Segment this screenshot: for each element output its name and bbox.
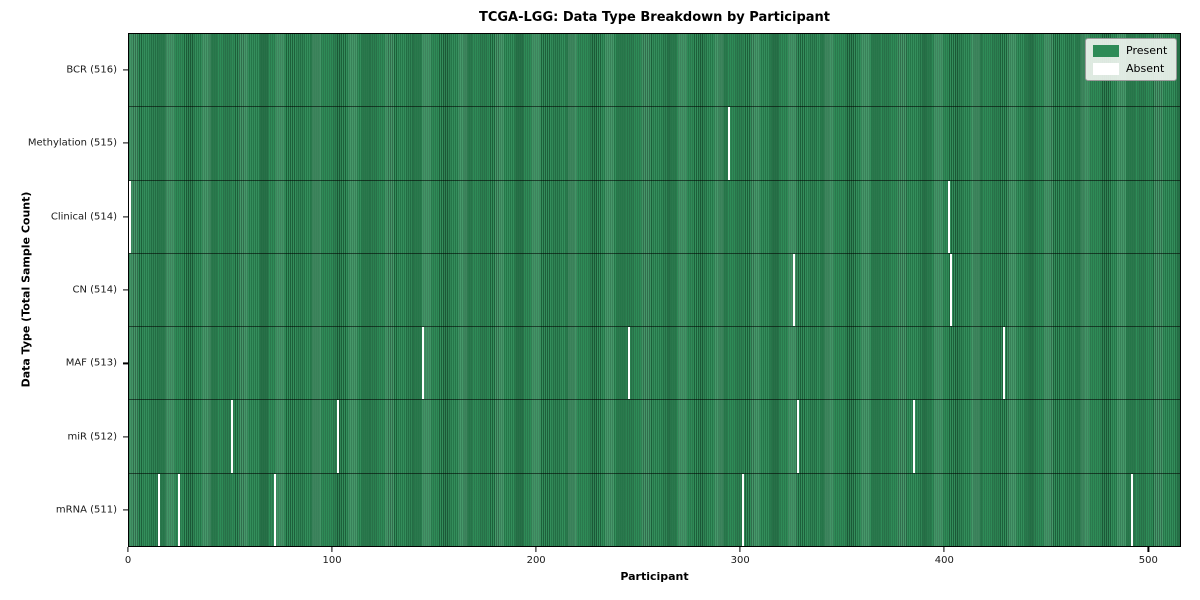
absent-gap — [273, 473, 276, 546]
x-tick-mark — [127, 547, 129, 552]
absent-gap — [947, 180, 950, 253]
x-tick-label-200: 200 — [526, 555, 546, 566]
x-tick-label-0: 0 — [124, 555, 132, 566]
x-tick-label-300: 300 — [730, 555, 750, 566]
legend-label-absent: Absent — [1126, 62, 1165, 75]
x-tick-mark — [1147, 547, 1149, 552]
y-tick-label-CN: CN (514) — [72, 284, 117, 296]
legend-label-present: Present — [1126, 44, 1168, 57]
x-tick-mark — [943, 547, 945, 552]
absent-swatch-icon — [1093, 62, 1119, 75]
x-tick-label-500: 500 — [1138, 555, 1158, 566]
x-tick-mark — [331, 547, 333, 552]
y-tick-label-Clinical: Clinical (514) — [50, 211, 117, 223]
x-tick-mark — [535, 547, 537, 552]
y-tick-mark — [123, 436, 128, 438]
absent-gap — [177, 473, 180, 546]
absent-gap — [1131, 473, 1134, 546]
heatmap-row-Clinical — [129, 180, 1180, 254]
absent-gap — [913, 400, 916, 473]
absent-gap — [793, 253, 796, 327]
absent-gap — [230, 400, 233, 473]
y-tick-mark — [123, 289, 128, 291]
heatmap-row-BCR — [129, 34, 1180, 108]
absent-gap — [422, 327, 425, 400]
y-tick-label-miR: miR (512) — [67, 431, 117, 443]
plot-area — [128, 33, 1181, 547]
chart-title: TCGA-LGG: Data Type Breakdown by Partici… — [478, 10, 831, 25]
legend-entry-present: Present — [1093, 44, 1169, 57]
present-swatch-icon — [1093, 44, 1119, 57]
y-axis-ticks: BCR (516) Methylation (515) Clinical (514)… — [0, 33, 128, 547]
y-tick-mark — [123, 142, 128, 144]
absent-gap — [742, 473, 745, 546]
heatmap-row-Methylation — [129, 107, 1180, 181]
x-axis-label: Participant — [620, 570, 689, 583]
y-tick-mark — [123, 509, 128, 511]
heatmap-row-CN — [129, 253, 1180, 328]
absent-gap — [129, 180, 132, 253]
heatmap-row-mRNA — [129, 473, 1180, 546]
legend: Present Absent — [1085, 38, 1177, 81]
absent-gap — [1002, 327, 1005, 400]
y-tick-label-mRNA: mRNA (511) — [55, 504, 117, 516]
y-tick-label-Methylation: Methylation (515) — [27, 137, 117, 149]
y-tick-mark — [123, 69, 128, 71]
y-tick-label-MAF: MAF (513) — [65, 357, 117, 369]
absent-gap — [797, 400, 800, 473]
y-tick-mark — [123, 215, 128, 218]
x-tick-mark — [739, 547, 741, 552]
absent-gap — [157, 473, 160, 546]
x-tick-label-100: 100 — [322, 555, 342, 566]
heatmap-row-miR — [129, 400, 1180, 474]
x-tick-label-400: 400 — [934, 555, 954, 566]
absent-gap — [727, 107, 730, 180]
legend-entry-absent: Absent — [1093, 62, 1169, 75]
y-tick-label-BCR: BCR (516) — [66, 64, 117, 76]
absent-gap — [628, 327, 631, 400]
absent-gap — [949, 253, 952, 327]
absent-gap — [336, 400, 339, 473]
x-axis-ticks: 0 100 200 300 400 500 — [124, 547, 1181, 571]
y-tick-mark — [123, 362, 128, 365]
heatmap-row-MAF — [129, 327, 1180, 401]
